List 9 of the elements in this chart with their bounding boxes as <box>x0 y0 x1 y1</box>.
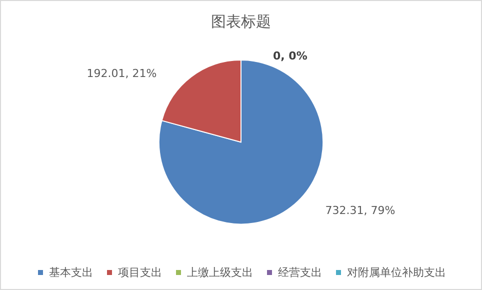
legend-label: 经营支出 <box>278 266 322 279</box>
data-label: 732.31, 79% <box>325 204 396 218</box>
text: 0, 0% <box>273 50 308 63</box>
data-label: 192.01, 21% <box>86 67 157 80</box>
chart-title: 图表标题 <box>211 12 271 30</box>
legend-label: 项目支出 <box>118 266 162 279</box>
legend-label: 上缴上级支出 <box>187 266 253 279</box>
legend-label: 对附属单位补助支出 <box>347 266 446 279</box>
legend-label: 基本支出 <box>49 266 93 279</box>
